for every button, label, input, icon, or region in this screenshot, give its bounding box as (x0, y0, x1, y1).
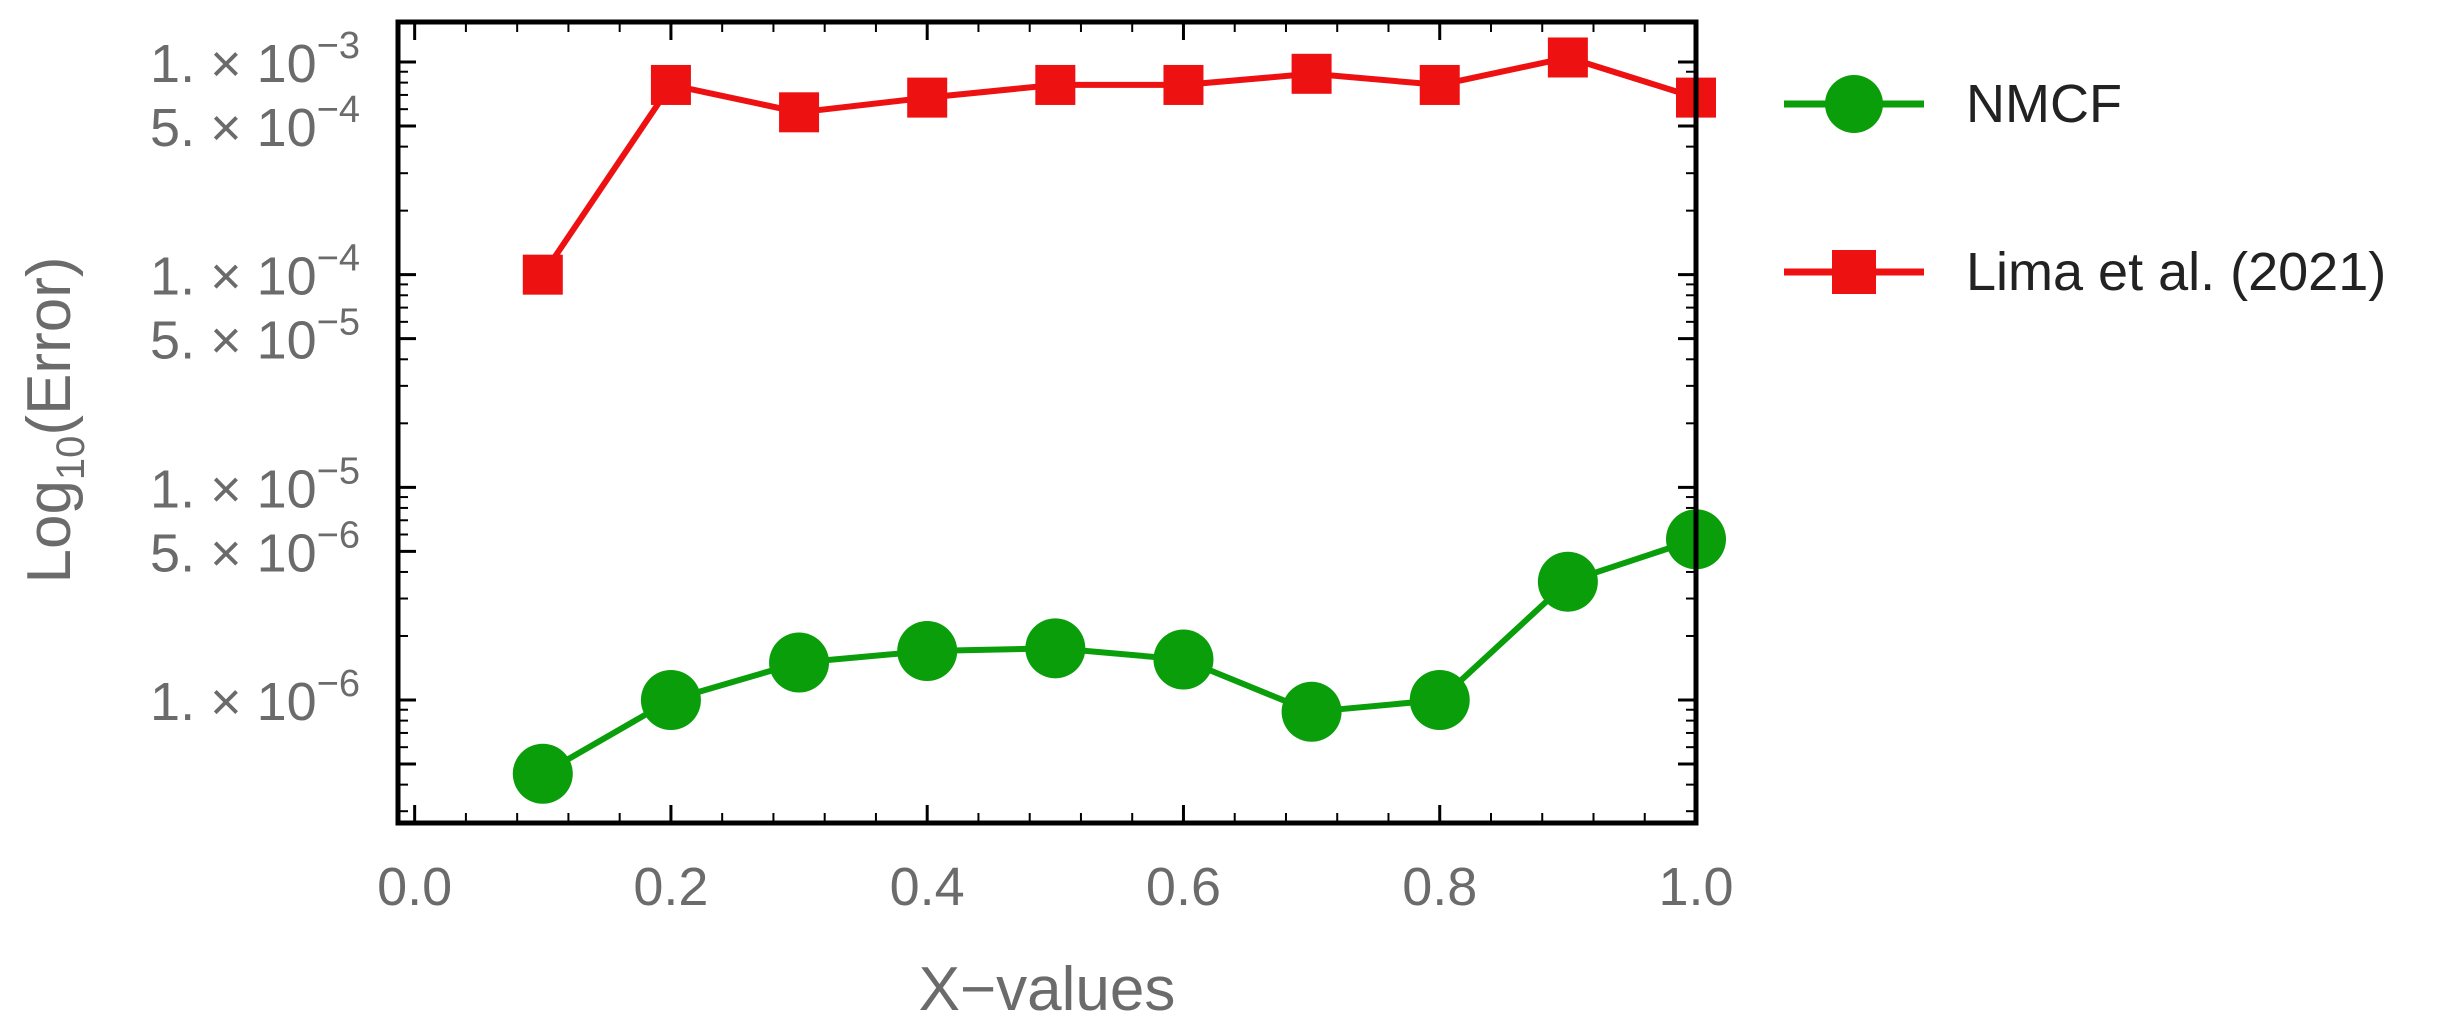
y-tick-label: 5. × 10−4 (150, 89, 360, 158)
data-point-lima (1547, 37, 1588, 78)
data-point-lima (1163, 64, 1204, 105)
y-tick-label: 1. × 10−5 (150, 450, 360, 519)
series-layer (512, 37, 1726, 804)
data-point-nmcf (1409, 670, 1470, 730)
x-axis-label: X−values (919, 955, 1176, 1024)
y-tick-label: 5. × 10−5 (150, 302, 360, 371)
legend: NMCF Lima et al. (2021) (1784, 74, 2386, 302)
y-axis-label: Log10(Error) (15, 256, 93, 583)
y-tick-labels: 1. × 10−35. × 10−4 1. × 10−45. × 10−5 1. ×… (150, 25, 360, 732)
y-axis-label-sub: 10 (49, 436, 93, 481)
x-tick-labels: 0.0 0.2 0.4 0.6 0.8 1.0 (377, 857, 1733, 917)
y-tick-label: 1. × 10−3 (150, 25, 360, 94)
legend-marker-lima (1832, 250, 1876, 294)
data-point-lima (1035, 64, 1076, 105)
series-line-lima (540, 54, 1697, 277)
y-tick-label: 1. × 10−6 (150, 663, 360, 732)
x-tick-label: 0.6 (1146, 857, 1221, 917)
y-axis-label-main: Log (15, 480, 84, 583)
legend-item-nmcf: NMCF (1784, 74, 2122, 134)
data-point-lima (779, 92, 820, 133)
plot-frame (395, 19, 1699, 826)
x-tick-label: 0.2 (633, 857, 708, 917)
data-point-nmcf (769, 632, 830, 693)
data-point-nmcf (1025, 618, 1086, 679)
legend-label-lima: Lima et al. (2021) (1966, 242, 2386, 302)
x-tick-label: 0.4 (890, 857, 965, 917)
y-tick-label: 5. × 10−6 (150, 514, 360, 583)
data-point-nmcf (897, 620, 958, 681)
data-point-lima (1419, 64, 1460, 105)
x-tick-label: 0.8 (1402, 857, 1477, 917)
data-point-nmcf (1537, 551, 1598, 612)
legend-item-lima: Lima et al. (2021) (1784, 242, 2386, 302)
ticks-layer (398, 22, 1698, 823)
data-point-nmcf (512, 743, 573, 804)
y-tick-label: 1. × 10−4 (150, 238, 360, 307)
data-point-lima (1291, 53, 1332, 94)
data-point-nmcf (1153, 629, 1214, 690)
x-tick-label: 1.0 (1658, 857, 1733, 917)
data-point-lima (650, 64, 691, 105)
data-point-lima (907, 77, 948, 118)
legend-marker-nmcf (1825, 75, 1883, 133)
y-axis-label-rest: (Error) (15, 256, 84, 435)
series-line-nmcf (541, 536, 1697, 777)
legend-label-nmcf: NMCF (1966, 74, 2122, 134)
data-point-lima (522, 254, 563, 295)
data-point-nmcf (640, 670, 701, 730)
data-point-nmcf (1281, 681, 1342, 742)
x-tick-label: 0.0 (377, 857, 452, 917)
